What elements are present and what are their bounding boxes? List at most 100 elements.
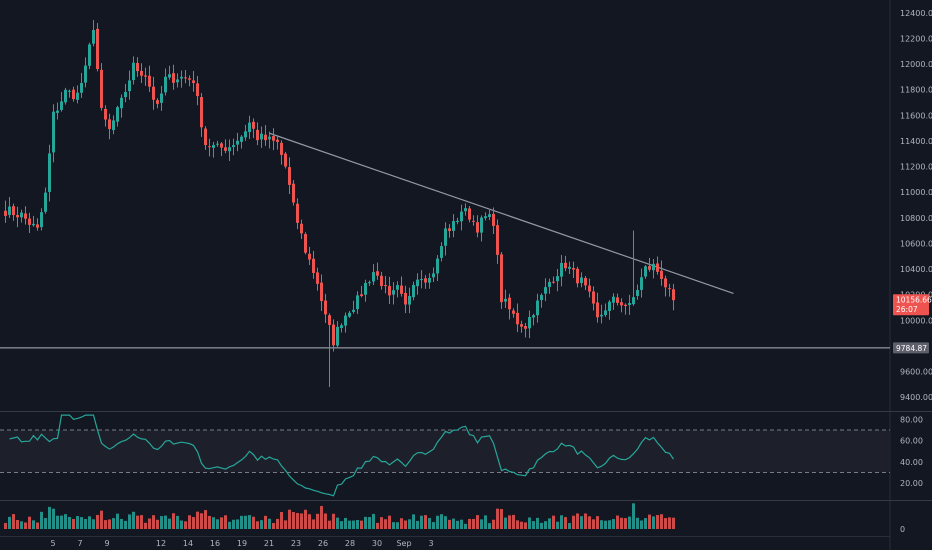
volume-bar <box>8 516 11 529</box>
volume-bar <box>28 516 31 529</box>
candle <box>540 293 543 308</box>
volume-bar <box>164 515 167 529</box>
time-tick-label: 28 <box>345 539 355 548</box>
candle <box>628 294 631 315</box>
candle-body <box>12 206 15 216</box>
price-tick-label: 11400.00 <box>900 137 932 146</box>
volume-bar <box>532 521 535 529</box>
candle-body <box>248 122 251 133</box>
volume-bar <box>424 515 427 529</box>
candle <box>672 283 675 311</box>
candle-body <box>40 212 43 228</box>
volume-bar <box>40 511 43 529</box>
candle-body <box>496 225 499 255</box>
candle <box>108 113 111 140</box>
price-tick-label: 11200.00 <box>900 163 932 172</box>
candle-body <box>500 254 503 303</box>
volume-bars <box>4 503 675 529</box>
candle <box>424 275 427 289</box>
candle <box>392 282 395 305</box>
candle-body <box>380 275 383 287</box>
candle <box>268 131 271 149</box>
volume-bar <box>32 520 35 529</box>
candle-body <box>200 97 203 128</box>
candle-countdown: 26:07 <box>896 305 918 314</box>
volume-bar <box>564 517 567 529</box>
volume-bar <box>148 518 151 529</box>
candle-body <box>316 272 319 284</box>
candle-body <box>296 203 299 223</box>
candle-body <box>336 326 339 346</box>
candle <box>364 279 367 302</box>
price-tick-label: 10600.00 <box>900 239 932 248</box>
candle <box>388 276 391 305</box>
candle-body <box>396 285 399 290</box>
candle-body <box>628 303 631 305</box>
candle <box>276 136 279 150</box>
candle-body <box>144 75 147 77</box>
candle-body <box>604 310 607 316</box>
candle <box>192 71 195 92</box>
candle <box>556 268 559 292</box>
volume-bar <box>472 518 475 529</box>
volume-bar <box>128 514 131 529</box>
candle-body <box>416 279 419 287</box>
volume-bar <box>612 519 615 529</box>
candle-body <box>608 301 611 311</box>
candle-body <box>540 294 543 301</box>
volume-pane: 0 <box>4 503 905 534</box>
candle <box>508 293 511 320</box>
candle-body <box>312 258 315 273</box>
candle <box>280 140 283 165</box>
volume-bar <box>212 517 215 529</box>
volume-bar <box>36 522 39 529</box>
last-price-tag <box>893 294 929 316</box>
time-axis-ticks: 5 7 9 12 14 16 19 21 23 26 28 30 Sep 3 <box>50 539 433 548</box>
candle-body <box>16 214 19 218</box>
volume-bar <box>560 515 563 529</box>
candle-body <box>88 44 91 66</box>
candle <box>12 203 15 221</box>
candle <box>260 126 263 148</box>
candle-body <box>172 73 175 83</box>
candle <box>160 85 163 111</box>
volume-tick-label: 0 <box>900 525 905 534</box>
candle-body <box>272 136 275 141</box>
volume-bar <box>584 513 587 529</box>
volume-bar <box>524 522 527 529</box>
candle-body <box>244 131 247 138</box>
volume-bar <box>580 516 583 529</box>
volume-bar <box>232 519 235 529</box>
volume-bar <box>72 519 75 529</box>
volume-bar <box>460 519 463 529</box>
volume-bar <box>240 515 243 529</box>
candle-body <box>180 76 183 79</box>
candle <box>300 219 303 239</box>
price-tick-label: 12200.00 <box>900 34 932 43</box>
volume-bar <box>364 516 367 529</box>
candle-body <box>308 253 311 260</box>
volume-bar <box>256 521 259 529</box>
volume-bar <box>540 522 543 529</box>
volume-bar <box>640 520 643 529</box>
candle-body <box>60 101 63 111</box>
candle <box>476 215 479 238</box>
candle-body <box>320 282 323 302</box>
volume-bar <box>284 520 287 529</box>
volume-bar <box>488 523 491 529</box>
candle-body <box>120 97 123 109</box>
price-tick-label: 11600.00 <box>900 111 932 120</box>
candle-body <box>360 294 363 296</box>
candle <box>544 278 547 302</box>
candle <box>304 232 307 255</box>
volume-bar <box>644 518 647 529</box>
candle <box>408 287 411 314</box>
support-price-tag <box>893 342 929 354</box>
volume-bar <box>112 518 115 529</box>
volume-bar <box>140 515 143 529</box>
candle <box>316 267 319 291</box>
volume-bar <box>4 523 7 529</box>
candle-body <box>484 216 487 219</box>
volume-bar <box>340 521 343 529</box>
